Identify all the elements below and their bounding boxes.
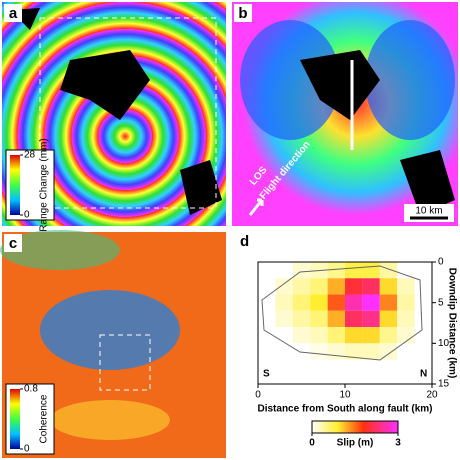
low-coherence [0,230,120,270]
panel-label: a [9,5,18,22]
panel-label: d [240,233,249,250]
cell [345,278,363,295]
arrow [248,198,264,216]
colorbar [311,420,399,434]
cell [292,327,311,344]
y-tick-label: 10 [438,338,450,349]
cell [397,294,415,311]
panel-label: c [9,235,17,252]
cell [379,278,398,295]
cell [327,278,345,295]
cell [379,343,398,360]
y-tick-label: 15 [438,379,450,390]
cell [397,327,415,344]
cell [379,294,398,311]
cell [327,343,345,360]
x-tick-label: 10 [339,390,351,401]
cell [362,294,380,311]
annotation: S [263,369,270,380]
y-tick-label: 0 [438,257,444,268]
colorbar-tick-label: 0 [24,444,30,455]
box [99,334,151,391]
label-box [4,234,22,252]
cell [362,310,380,328]
cell [275,278,293,295]
cell [345,310,363,328]
y-axis-title: Downdip Distance (km) [446,268,457,379]
cell [327,327,345,344]
cell [362,343,380,360]
x-tick-label: 20 [426,390,438,401]
cell [345,327,363,344]
lobe [365,20,455,140]
cell [310,343,328,360]
cell [345,294,363,311]
label-box [4,4,22,22]
box [39,17,217,209]
cell [327,294,345,311]
colorbar [10,389,20,449]
cell [310,327,328,344]
cell [310,310,328,328]
cell [292,294,311,311]
cell [310,278,328,295]
panel-d: d 0 10 20 0 5 10 15 Distance from South along fa… [240,233,457,449]
lobe [240,20,340,140]
annotation: N [420,369,427,380]
colorbar-title: Slip (m) [337,438,374,449]
cell [292,278,311,295]
mask [10,8,222,215]
cell [275,294,293,311]
colorbar-title: Range Change (mm) [39,138,50,231]
cell [362,262,380,279]
cell [362,327,380,344]
colorbar [10,155,20,215]
cell [345,262,363,279]
cell [345,343,363,360]
cell [397,278,415,295]
scalebar-label: 10 km [415,206,442,217]
colorbar-tick-label: 0 [24,210,30,221]
colorbar-tick-label: 0 [309,438,315,449]
cell [397,310,415,328]
label-box [234,4,252,22]
panel-label: b [238,5,247,22]
cell [327,262,345,279]
low-coherence [40,290,180,370]
cell [327,310,345,328]
cell [275,310,293,328]
x-axis-title: Distance from South along fault (km) [257,404,432,415]
colorbar-title: Coherence [39,394,50,443]
contour [261,265,423,361]
panel-b [232,2,458,226]
cell [379,262,398,279]
cells [275,262,415,360]
mid-coherence [50,400,170,440]
mask [300,50,455,215]
colorbar-tick-label: 0.8 [24,384,38,395]
y-tick-label: 5 [438,297,444,308]
cell [310,294,328,311]
cell [379,327,398,344]
colorbar-tick-label: 3 [395,438,401,449]
colorbar-tick-label: 28 [24,150,36,161]
panel-c [0,230,226,458]
cell [379,310,398,328]
cell [292,310,311,328]
cell [362,278,380,295]
x-tick-label: 0 [255,390,261,401]
